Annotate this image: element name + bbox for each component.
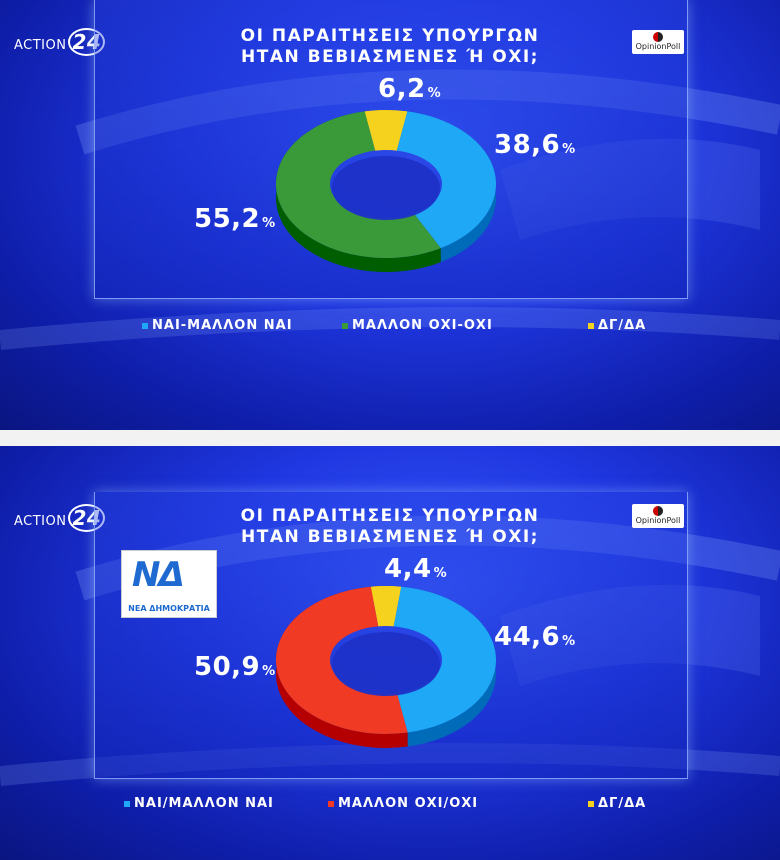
opinionpoll-logo: OpinionPoll bbox=[632, 30, 684, 54]
opinionpoll-logo: OpinionPoll bbox=[632, 504, 684, 528]
label-dk: 4,4% bbox=[384, 554, 448, 584]
label-dk: 6,2% bbox=[378, 74, 442, 104]
chart-title: ΟΙ ΠΑΡΑΙΤΗΣΕΙΣ ΥΠΟΥΡΓΩΝ ΗΤΑΝ ΒΕΒΙΑΣΜΕΝΕΣ… bbox=[0, 506, 780, 548]
top-chart-panel: ACTION 24 ΟΙ ΠΑΡΑΙΤΗΣΕΙΣ ΥΠΟΥΡΓΩΝ ΗΤΑΝ ΒΕ… bbox=[0, 0, 780, 430]
slice-no-side bbox=[275, 111, 441, 273]
legend-item-no: ΜΑΛΛΟΝ ΟΧΙ-ΟΧΙ bbox=[342, 318, 493, 333]
title-line-1: ΟΙ ΠΑΡΑΙΤΗΣΕΙΣ ΥΠΟΥΡΓΩΝ bbox=[240, 506, 540, 526]
legend-item-dk: ΔΓ/ΔΑ bbox=[588, 318, 646, 333]
legend-item-dk: ΔΓ/ΔΑ bbox=[588, 796, 646, 811]
slice-yes bbox=[393, 586, 496, 733]
label-no: 50,9% bbox=[194, 652, 276, 682]
action24-logo: ACTION 24 bbox=[14, 28, 106, 56]
slice-dk bbox=[370, 586, 402, 627]
slice-dk bbox=[364, 110, 408, 151]
slice-no bbox=[276, 586, 408, 734]
divider bbox=[0, 430, 780, 446]
donut-hole bbox=[332, 632, 440, 696]
donut-hole bbox=[332, 156, 440, 220]
label-yes: 38,6% bbox=[494, 130, 576, 160]
slice-no bbox=[275, 111, 441, 259]
title-line-1: ΟΙ ΠΑΡΑΙΤΗΣΕΙΣ ΥΠΟΥΡΓΩΝ bbox=[240, 26, 540, 46]
title-line-2: ΗΤΑΝ ΒΕΒΙΑΣΜΕΝΕΣ Ή ΟΧΙ; bbox=[241, 47, 539, 67]
label-no: 55,2% bbox=[194, 204, 276, 234]
title-line-2: ΗΤΑΝ ΒΕΒΙΑΣΜΕΝΕΣ Ή ΟΧΙ; bbox=[241, 527, 539, 547]
slice-yes bbox=[396, 111, 497, 249]
legend-item-yes: ΝΑΙ-ΜΑΛΛΟΝ ΝΑΙ bbox=[142, 318, 293, 333]
legend-item-no: ΜΑΛΛΟΝ ΟΧΙ/ΟΧΙ bbox=[328, 796, 478, 811]
legend-item-yes: ΝΑΙ/ΜΑΛΛΟΝ ΝΑΙ bbox=[124, 796, 274, 811]
label-yes: 44,6% bbox=[494, 622, 576, 652]
bottom-chart-panel: ACTION 24 ΟΙ ΠΑΡΑΙΤΗΣΕΙΣ ΥΠΟΥΡΓΩΝ ΗΤΑΝ ΒΕ… bbox=[0, 446, 780, 860]
nea-dimokratia-logo: ΝΔ ΝΕΑ ΔΗΜΟΚΡΑΤΙΑ bbox=[121, 550, 217, 618]
donut-chart bbox=[275, 586, 496, 748]
chart-title: ΟΙ ΠΑΡΑΙΤΗΣΕΙΣ ΥΠΟΥΡΓΩΝ ΗΤΑΝ ΒΕΒΙΑΣΜΕΝΕΣ… bbox=[0, 26, 780, 68]
donut-chart bbox=[275, 110, 497, 273]
